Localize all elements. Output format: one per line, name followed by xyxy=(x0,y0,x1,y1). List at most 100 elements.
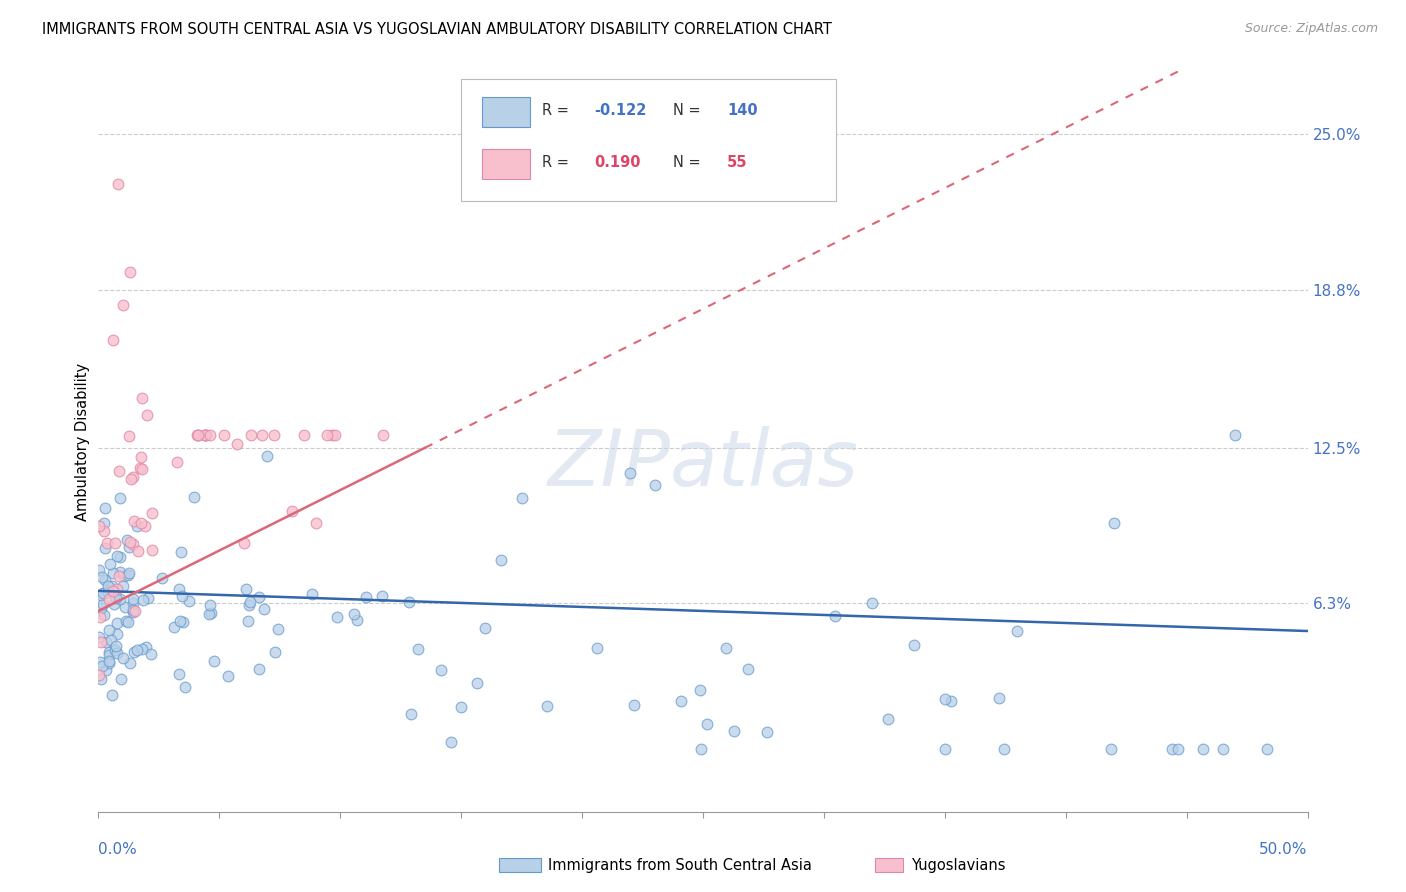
Point xyxy=(301,587,323,601)
Point xyxy=(118,566,141,581)
Point xyxy=(97,579,120,593)
Point xyxy=(94,500,117,515)
Point xyxy=(1256,742,1278,756)
Point xyxy=(250,428,273,442)
Point xyxy=(96,536,118,550)
Point xyxy=(117,567,139,582)
Point xyxy=(150,571,173,585)
Text: Yugoslavians: Yugoslavians xyxy=(911,858,1005,872)
Point xyxy=(450,700,472,714)
Point xyxy=(398,595,420,609)
Point xyxy=(172,615,194,629)
Point xyxy=(112,568,135,582)
Point xyxy=(247,590,270,604)
Point xyxy=(100,579,122,593)
Point xyxy=(105,646,128,660)
Point xyxy=(117,429,139,443)
Point xyxy=(93,541,115,555)
Point xyxy=(1191,742,1213,756)
Point xyxy=(87,668,110,682)
Point xyxy=(129,450,152,464)
Point xyxy=(131,391,153,405)
Text: R =: R = xyxy=(543,155,574,169)
Point xyxy=(305,516,328,530)
Point xyxy=(256,450,278,464)
Point xyxy=(536,699,558,714)
Point xyxy=(170,589,193,603)
Point xyxy=(465,676,488,690)
Point xyxy=(90,588,112,602)
Point xyxy=(125,643,148,657)
Point xyxy=(194,428,217,442)
Point xyxy=(240,428,263,442)
Point xyxy=(217,669,239,683)
Point xyxy=(141,542,163,557)
Point xyxy=(510,491,533,505)
Point xyxy=(200,606,222,620)
Text: IMMIGRANTS FROM SOUTH CENTRAL ASIA VS YUGOSLAVIAN AMBULATORY DISABILITY CORRELAT: IMMIGRANTS FROM SOUTH CENTRAL ASIA VS YU… xyxy=(42,22,832,37)
Point xyxy=(346,613,368,627)
Point xyxy=(586,640,609,655)
Point xyxy=(135,640,157,654)
Point xyxy=(104,536,127,550)
Point xyxy=(122,470,145,484)
Point xyxy=(122,537,145,551)
Point xyxy=(138,591,160,605)
Text: N =: N = xyxy=(672,103,704,118)
Point xyxy=(238,598,260,612)
Point xyxy=(131,642,153,657)
Point xyxy=(90,635,112,649)
Text: R =: R = xyxy=(543,103,574,118)
Text: -0.122: -0.122 xyxy=(595,103,647,118)
Point xyxy=(696,717,718,731)
Point xyxy=(103,597,125,611)
Point xyxy=(1160,742,1182,756)
Point xyxy=(125,518,148,533)
Point xyxy=(141,506,163,520)
Point xyxy=(98,654,121,668)
Point xyxy=(1223,428,1246,442)
Point xyxy=(474,621,496,635)
Point xyxy=(139,647,162,661)
Point xyxy=(644,478,666,492)
Point xyxy=(169,614,191,628)
Point xyxy=(104,643,127,657)
Point xyxy=(117,615,139,630)
Point xyxy=(108,464,131,478)
Point xyxy=(934,742,956,756)
Text: 140: 140 xyxy=(727,103,758,118)
Point xyxy=(714,640,737,655)
Point xyxy=(489,553,512,567)
Point xyxy=(202,654,225,668)
Point xyxy=(101,584,124,599)
Point xyxy=(112,579,135,593)
Point xyxy=(103,588,125,602)
Point xyxy=(129,516,152,531)
Point xyxy=(200,598,222,612)
Point xyxy=(122,605,145,619)
Text: N =: N = xyxy=(672,155,704,169)
Point xyxy=(194,428,217,442)
Point xyxy=(101,688,124,702)
Point xyxy=(105,591,128,605)
Point xyxy=(163,620,186,634)
Point xyxy=(263,428,285,442)
Point xyxy=(90,672,112,686)
Point xyxy=(315,428,337,442)
Text: 55: 55 xyxy=(727,155,748,169)
Text: 0.0%: 0.0% xyxy=(98,842,138,857)
Point xyxy=(294,428,316,442)
Point xyxy=(198,428,221,442)
Point xyxy=(93,597,115,611)
Text: 0.190: 0.190 xyxy=(595,155,641,169)
Point xyxy=(111,651,134,665)
Text: ZIPatlas: ZIPatlas xyxy=(547,425,859,502)
Point xyxy=(623,698,645,712)
Point xyxy=(903,638,925,652)
Point xyxy=(440,734,463,748)
Point xyxy=(89,610,111,624)
Point xyxy=(689,683,711,698)
Point xyxy=(669,694,692,708)
Point xyxy=(118,535,141,549)
Point xyxy=(321,428,343,442)
